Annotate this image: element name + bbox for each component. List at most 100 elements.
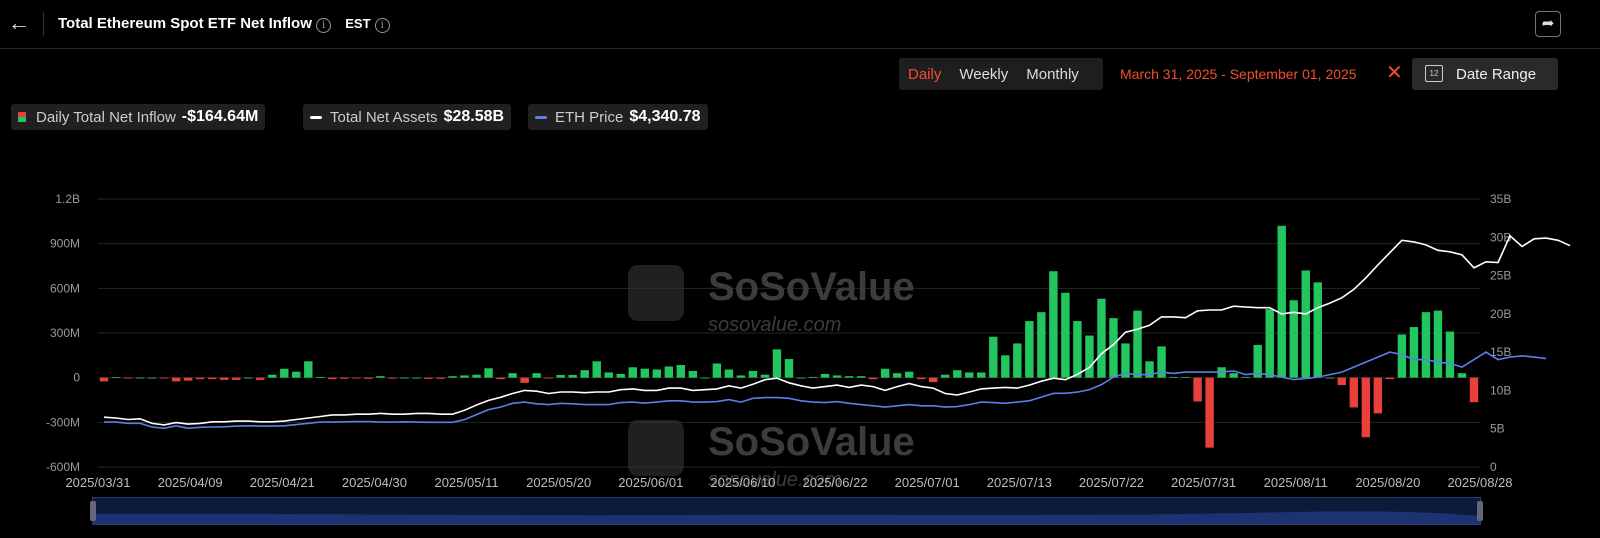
inflow-bar [219,377,229,380]
range-handle-right[interactable] [1477,501,1483,521]
y-left-tick-label: 300M [50,326,80,340]
clear-date-range-icon[interactable]: ✕ [1386,62,1403,84]
legend-daily-inflow[interactable]: Daily Total Net Inflow -$164.64M [11,104,266,130]
inflow-bar [1157,346,1166,378]
inflow-bar [592,361,601,378]
x-tick-label: 2025/04/09 [158,475,223,490]
inflow-bar [1349,377,1359,408]
inflow-bar [724,369,734,378]
inflow-bar [676,365,686,378]
inflow-bar [496,377,505,380]
x-tick-label: 2025/04/30 [342,475,407,490]
inflow-bar [1457,373,1467,378]
range-scrollbar[interactable] [90,497,1483,525]
x-tick-label: 2025/08/28 [1447,475,1512,490]
inflow-bar [1445,331,1455,378]
inflow-bar [256,377,265,380]
inflow-bar [195,377,205,380]
inflow-bar [520,377,529,383]
inflow-bar [207,377,217,380]
inflow-bar [941,374,950,378]
inflow-bar [1409,327,1419,378]
inflow-bar [628,367,637,378]
inflow-bar [436,377,445,379]
share-button[interactable]: ➦ [1535,11,1561,37]
legend-total-net-assets[interactable]: Total Net Assets $28.58B [303,104,512,130]
inflow-bar [1133,310,1142,378]
period-weekly[interactable]: Weekly [959,65,1009,83]
inflow-bar [412,377,421,379]
inflow-bar [1145,361,1154,378]
legend-eth-price[interactable]: ETH Price $4,340.78 [528,104,708,130]
timezone-label: EST [345,16,371,31]
inflow-bar [135,377,145,379]
inflow-bar [712,363,722,378]
range-handle-left[interactable] [90,501,96,521]
inflow-bar [1289,300,1298,378]
date-range-button[interactable]: 12 Date Range [1412,58,1558,90]
legend-value: -$164.64M [181,108,259,125]
inflow-bar [796,377,806,379]
inflow-bar [328,377,337,380]
inflow-bar [1085,335,1094,378]
inflow-bar [544,377,553,379]
y-right-tick-label: 25B [1490,269,1511,283]
arrow-left-icon: ← [8,10,30,35]
period-monthly[interactable]: Monthly [1026,65,1079,83]
y-right-tick-label: 30B [1490,230,1511,244]
inflow-bar [1253,344,1262,378]
inflow-bar [1373,377,1383,414]
inflow-bar [147,377,157,379]
total-net-assets-line [103,234,1571,426]
inflow-bar [244,377,253,379]
x-tick-label: 2025/04/21 [250,475,315,490]
back-button[interactable]: ← [6,10,32,36]
inflow-bar [1397,334,1407,378]
inflow-bar [268,374,277,378]
inflow-bar [1001,355,1010,378]
bar-swatch-icon [18,112,26,122]
inflow-bar [183,377,193,381]
inflow-bar [1241,376,1250,378]
x-tick-label: 2025/03/31 [65,475,130,490]
mini-chart [93,511,1480,524]
calendar-icon: 12 [1425,65,1443,82]
period-daily[interactable]: Daily [908,65,942,83]
inflow-bar [280,368,289,378]
x-tick-label: 2025/08/11 [1264,475,1328,490]
inflow-bar [604,372,613,378]
date-range-label: Date Range [1456,66,1537,83]
divider [43,12,44,36]
inflow-bar [856,376,866,378]
inflow-bar [1205,377,1214,448]
inflow-bar [820,373,830,378]
inflow-bar [532,373,541,378]
inflow-bar [616,373,625,378]
inflow-bar [640,368,649,378]
page-title: Total Ethereum Spot ETF Net Inflow i EST… [58,15,390,33]
timezone-info-icon[interactable]: i [374,18,390,33]
inflow-bar [376,376,385,378]
y-left-tick-label: -300M [46,415,80,429]
inflow-bar [832,375,842,378]
info-icon[interactable]: i [316,18,332,33]
inflow-bar [1193,377,1202,402]
inflow-bar [1421,312,1431,378]
y-left-tick-label: 1.2B [55,192,80,206]
inflow-bar [1109,318,1118,378]
inflow-bar [171,377,181,382]
inflow-bar [400,377,409,379]
y-left-tick-label: 900M [50,237,80,251]
inflow-bar [1049,271,1058,378]
inflow-bar [1025,321,1034,378]
inflow-bar [1277,225,1286,378]
x-tick-label: 2025/08/20 [1355,475,1420,490]
inflow-bar [989,336,998,378]
y-left-tick-label: 0 [73,371,80,385]
inflow-bar [1361,377,1371,438]
x-tick-label: 2025/07/13 [987,475,1052,490]
inflow-bar [1169,376,1178,378]
inflow-bar [388,377,397,379]
inflow-bar [123,377,133,379]
inflow-bar [352,377,361,379]
